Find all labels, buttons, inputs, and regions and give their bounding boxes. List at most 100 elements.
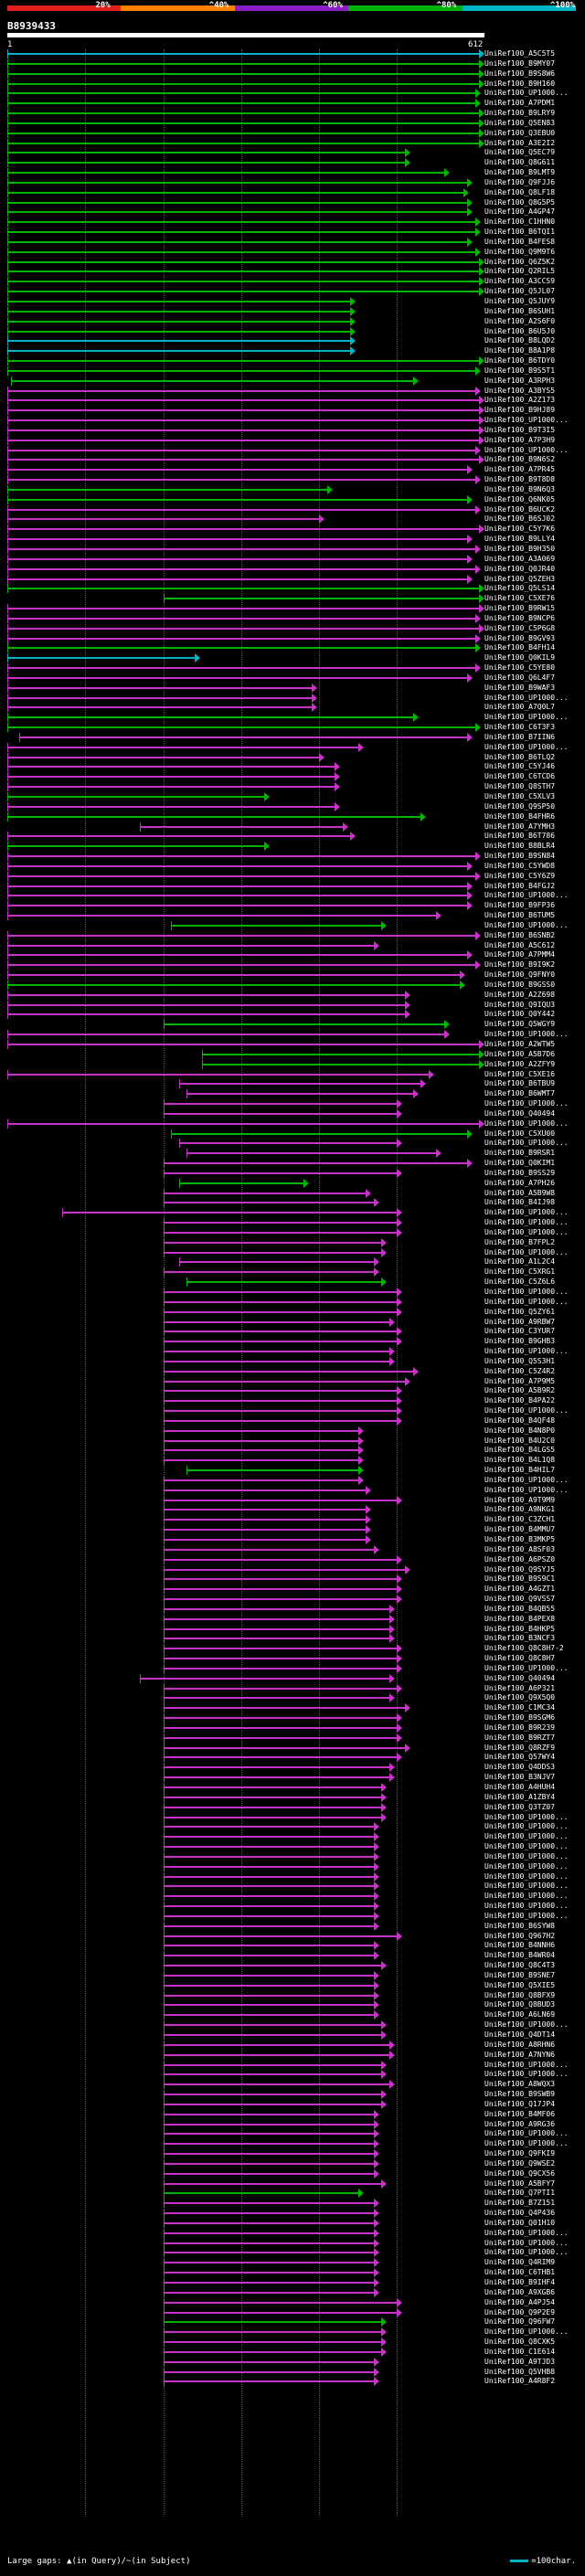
hit-label[interactable]: UniRef100_A7P9M5 bbox=[484, 1376, 556, 1385]
hit-label[interactable]: UniRef100_B4U2C0 bbox=[484, 1436, 556, 1445]
hit-bar[interactable] bbox=[163, 598, 479, 600]
hit-bar[interactable] bbox=[163, 1390, 398, 1393]
hit-bar[interactable] bbox=[163, 1112, 398, 1115]
hit-bar[interactable] bbox=[7, 240, 468, 243]
hit-bar[interactable] bbox=[7, 557, 468, 560]
hit-label[interactable]: UniRef100_A6LN69 bbox=[484, 2010, 556, 2019]
hit-bar[interactable] bbox=[163, 1539, 367, 1541]
hit-bar[interactable] bbox=[7, 796, 265, 798]
hit-bar[interactable] bbox=[7, 993, 405, 996]
hit-bar[interactable] bbox=[163, 2311, 398, 2314]
hit-bar[interactable] bbox=[163, 1945, 374, 1947]
hit-label[interactable]: UniRef100_Q8C8H7 bbox=[484, 1654, 556, 1663]
hit-bar[interactable] bbox=[7, 201, 468, 204]
hit-label[interactable]: UniRef100_C3ZCH1 bbox=[484, 1515, 556, 1524]
hit-label[interactable]: UniRef100_A8SF03 bbox=[484, 1544, 556, 1553]
hit-bar[interactable] bbox=[163, 2172, 374, 2175]
hit-bar[interactable] bbox=[7, 112, 479, 115]
hit-label[interactable]: UniRef100_C3YUR7 bbox=[484, 1327, 556, 1336]
hit-label[interactable]: UniRef100_A9RG36 bbox=[484, 2119, 556, 2128]
hit-label[interactable]: UniRef100_Q8STH7 bbox=[484, 782, 556, 791]
hit-label[interactable]: UniRef100_B6SNB2 bbox=[484, 930, 556, 939]
hit-label[interactable]: UniRef100_B9SWB9 bbox=[484, 2090, 556, 2099]
hit-label[interactable]: UniRef100_C5Z6L6 bbox=[484, 1277, 556, 1287]
hit-label[interactable]: UniRef100_Q17JP4 bbox=[484, 2099, 556, 2108]
hit-bar[interactable] bbox=[163, 1558, 398, 1561]
hit-bar[interactable] bbox=[163, 1271, 374, 1274]
hit-label[interactable]: UniRef100_B8A1P8 bbox=[484, 346, 556, 355]
hit-bar[interactable] bbox=[7, 360, 479, 363]
hit-bar[interactable] bbox=[163, 2034, 382, 2036]
hit-bar[interactable] bbox=[163, 1171, 398, 1174]
hit-label[interactable]: UniRef100_A5B9R2 bbox=[484, 1386, 556, 1395]
hit-label[interactable]: UniRef100_Q57WY4 bbox=[484, 1753, 556, 1762]
hit-label[interactable]: UniRef100_A2Z173 bbox=[484, 396, 556, 405]
hit-bar[interactable] bbox=[163, 2350, 382, 2353]
hit-label[interactable]: UniRef100_B6UCK2 bbox=[484, 504, 556, 514]
hit-label[interactable]: UniRef100_A7PDM1 bbox=[484, 99, 556, 108]
hit-bar[interactable] bbox=[163, 1766, 389, 1769]
hit-label[interactable]: UniRef100_UP1000... bbox=[484, 713, 569, 722]
hit-label[interactable]: UniRef100_Q9FJJ6 bbox=[484, 177, 556, 186]
hit-bar[interactable] bbox=[202, 1063, 479, 1065]
hit-label[interactable]: UniRef100_B9RW15 bbox=[484, 604, 556, 613]
hit-bar[interactable] bbox=[163, 2094, 382, 2096]
hit-label[interactable]: UniRef100_C6TCD6 bbox=[484, 772, 556, 781]
hit-bar[interactable] bbox=[163, 1667, 398, 1670]
hit-label[interactable]: UniRef100_Q5LS14 bbox=[484, 584, 556, 593]
hit-label[interactable]: UniRef100_B9SS29 bbox=[484, 1168, 556, 1177]
hit-bar[interactable] bbox=[7, 815, 421, 818]
hit-bar[interactable] bbox=[7, 686, 312, 689]
hit-bar[interactable] bbox=[18, 736, 468, 738]
hit-label[interactable]: UniRef100_UP1000... bbox=[484, 89, 569, 98]
hit-label[interactable]: UniRef100_B9R239 bbox=[484, 1723, 556, 1732]
hit-label[interactable]: UniRef100_C5Y7K6 bbox=[484, 525, 556, 534]
hit-bar[interactable] bbox=[7, 538, 468, 541]
hit-label[interactable]: UniRef100_A8WQX3 bbox=[484, 2080, 556, 2089]
hit-label[interactable]: UniRef100_A4PJ54 bbox=[484, 2297, 556, 2306]
hit-bar[interactable] bbox=[7, 102, 475, 105]
hit-label[interactable]: UniRef100_Q5ZY61 bbox=[484, 1307, 556, 1316]
hit-bar[interactable] bbox=[7, 1003, 405, 1006]
hit-label[interactable]: UniRef100_Q9VSS7 bbox=[484, 1595, 556, 1604]
hit-label[interactable]: UniRef100_B4MF06 bbox=[484, 2109, 556, 2118]
hit-bar[interactable] bbox=[163, 2331, 382, 2334]
hit-label[interactable]: UniRef100_Q01H10 bbox=[484, 2218, 556, 2227]
hit-bar[interactable] bbox=[163, 1627, 389, 1630]
hit-bar[interactable] bbox=[178, 1142, 398, 1145]
hit-bar[interactable] bbox=[7, 389, 475, 392]
hit-label[interactable]: UniRef100_UP1000... bbox=[484, 1218, 569, 1227]
hit-label[interactable]: UniRef100_A4GP47 bbox=[484, 207, 556, 217]
hit-bar[interactable] bbox=[163, 1816, 382, 1818]
hit-bar[interactable] bbox=[7, 1013, 405, 1016]
hit-label[interactable]: UniRef100_B9T8D8 bbox=[484, 475, 556, 484]
hit-bar[interactable] bbox=[7, 152, 405, 154]
hit-bar[interactable] bbox=[163, 2370, 374, 2373]
hit-bar[interactable] bbox=[7, 459, 479, 461]
hit-bar[interactable] bbox=[163, 1905, 374, 1908]
hit-bar[interactable] bbox=[163, 1300, 398, 1303]
hit-bar[interactable] bbox=[163, 1568, 405, 1571]
hit-bar[interactable] bbox=[163, 1231, 398, 1234]
hit-bar[interactable] bbox=[163, 2083, 389, 2086]
hit-bar[interactable] bbox=[7, 92, 475, 95]
hit-bar[interactable] bbox=[7, 132, 479, 134]
hit-bar[interactable] bbox=[7, 1034, 444, 1036]
hit-bar[interactable] bbox=[163, 2073, 382, 2076]
hit-bar[interactable] bbox=[7, 260, 479, 263]
hit-label[interactable]: UniRef100_B6TLQ2 bbox=[484, 752, 556, 761]
hit-label[interactable]: UniRef100_Q8RZF9 bbox=[484, 1743, 556, 1752]
hit-label[interactable]: UniRef100_UP1000... bbox=[484, 742, 569, 751]
hit-label[interactable]: UniRef100_UP1000... bbox=[484, 1208, 569, 1217]
hit-bar[interactable] bbox=[163, 1291, 398, 1293]
hit-bar[interactable] bbox=[163, 1617, 389, 1620]
hit-bar[interactable] bbox=[7, 72, 479, 75]
hit-bar[interactable] bbox=[163, 1736, 398, 1739]
hit-bar[interactable] bbox=[163, 1320, 389, 1323]
hit-label[interactable]: UniRef100_Q3TZ07 bbox=[484, 1802, 556, 1811]
hit-bar[interactable] bbox=[163, 1439, 358, 1442]
hit-bar[interactable] bbox=[7, 409, 479, 412]
hit-bar[interactable] bbox=[7, 301, 351, 302]
hit-bar[interactable] bbox=[163, 2380, 374, 2383]
hit-bar[interactable] bbox=[163, 1895, 374, 1898]
